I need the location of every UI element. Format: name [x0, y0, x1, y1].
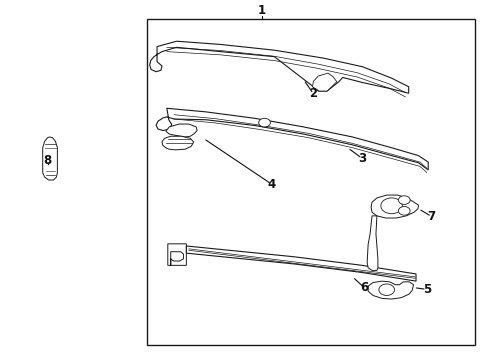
Polygon shape [186, 246, 416, 281]
Text: 7: 7 [428, 210, 436, 223]
Circle shape [398, 207, 410, 215]
Polygon shape [43, 137, 57, 180]
Text: 2: 2 [309, 87, 318, 100]
Polygon shape [368, 281, 414, 299]
Text: 1: 1 [258, 4, 266, 17]
Polygon shape [367, 216, 378, 270]
Circle shape [398, 196, 410, 204]
Polygon shape [166, 124, 197, 137]
Circle shape [259, 118, 270, 127]
Text: 8: 8 [43, 154, 51, 167]
Polygon shape [162, 136, 194, 150]
Bar [147, 19, 475, 345]
Polygon shape [371, 195, 418, 218]
Polygon shape [168, 244, 186, 265]
Circle shape [381, 198, 402, 214]
Text: 5: 5 [423, 283, 431, 296]
Text: 4: 4 [268, 178, 276, 191]
Polygon shape [313, 73, 337, 91]
Polygon shape [156, 108, 428, 170]
Text: 6: 6 [360, 281, 368, 294]
Text: 3: 3 [358, 152, 367, 165]
Polygon shape [150, 41, 409, 93]
Circle shape [379, 284, 394, 296]
